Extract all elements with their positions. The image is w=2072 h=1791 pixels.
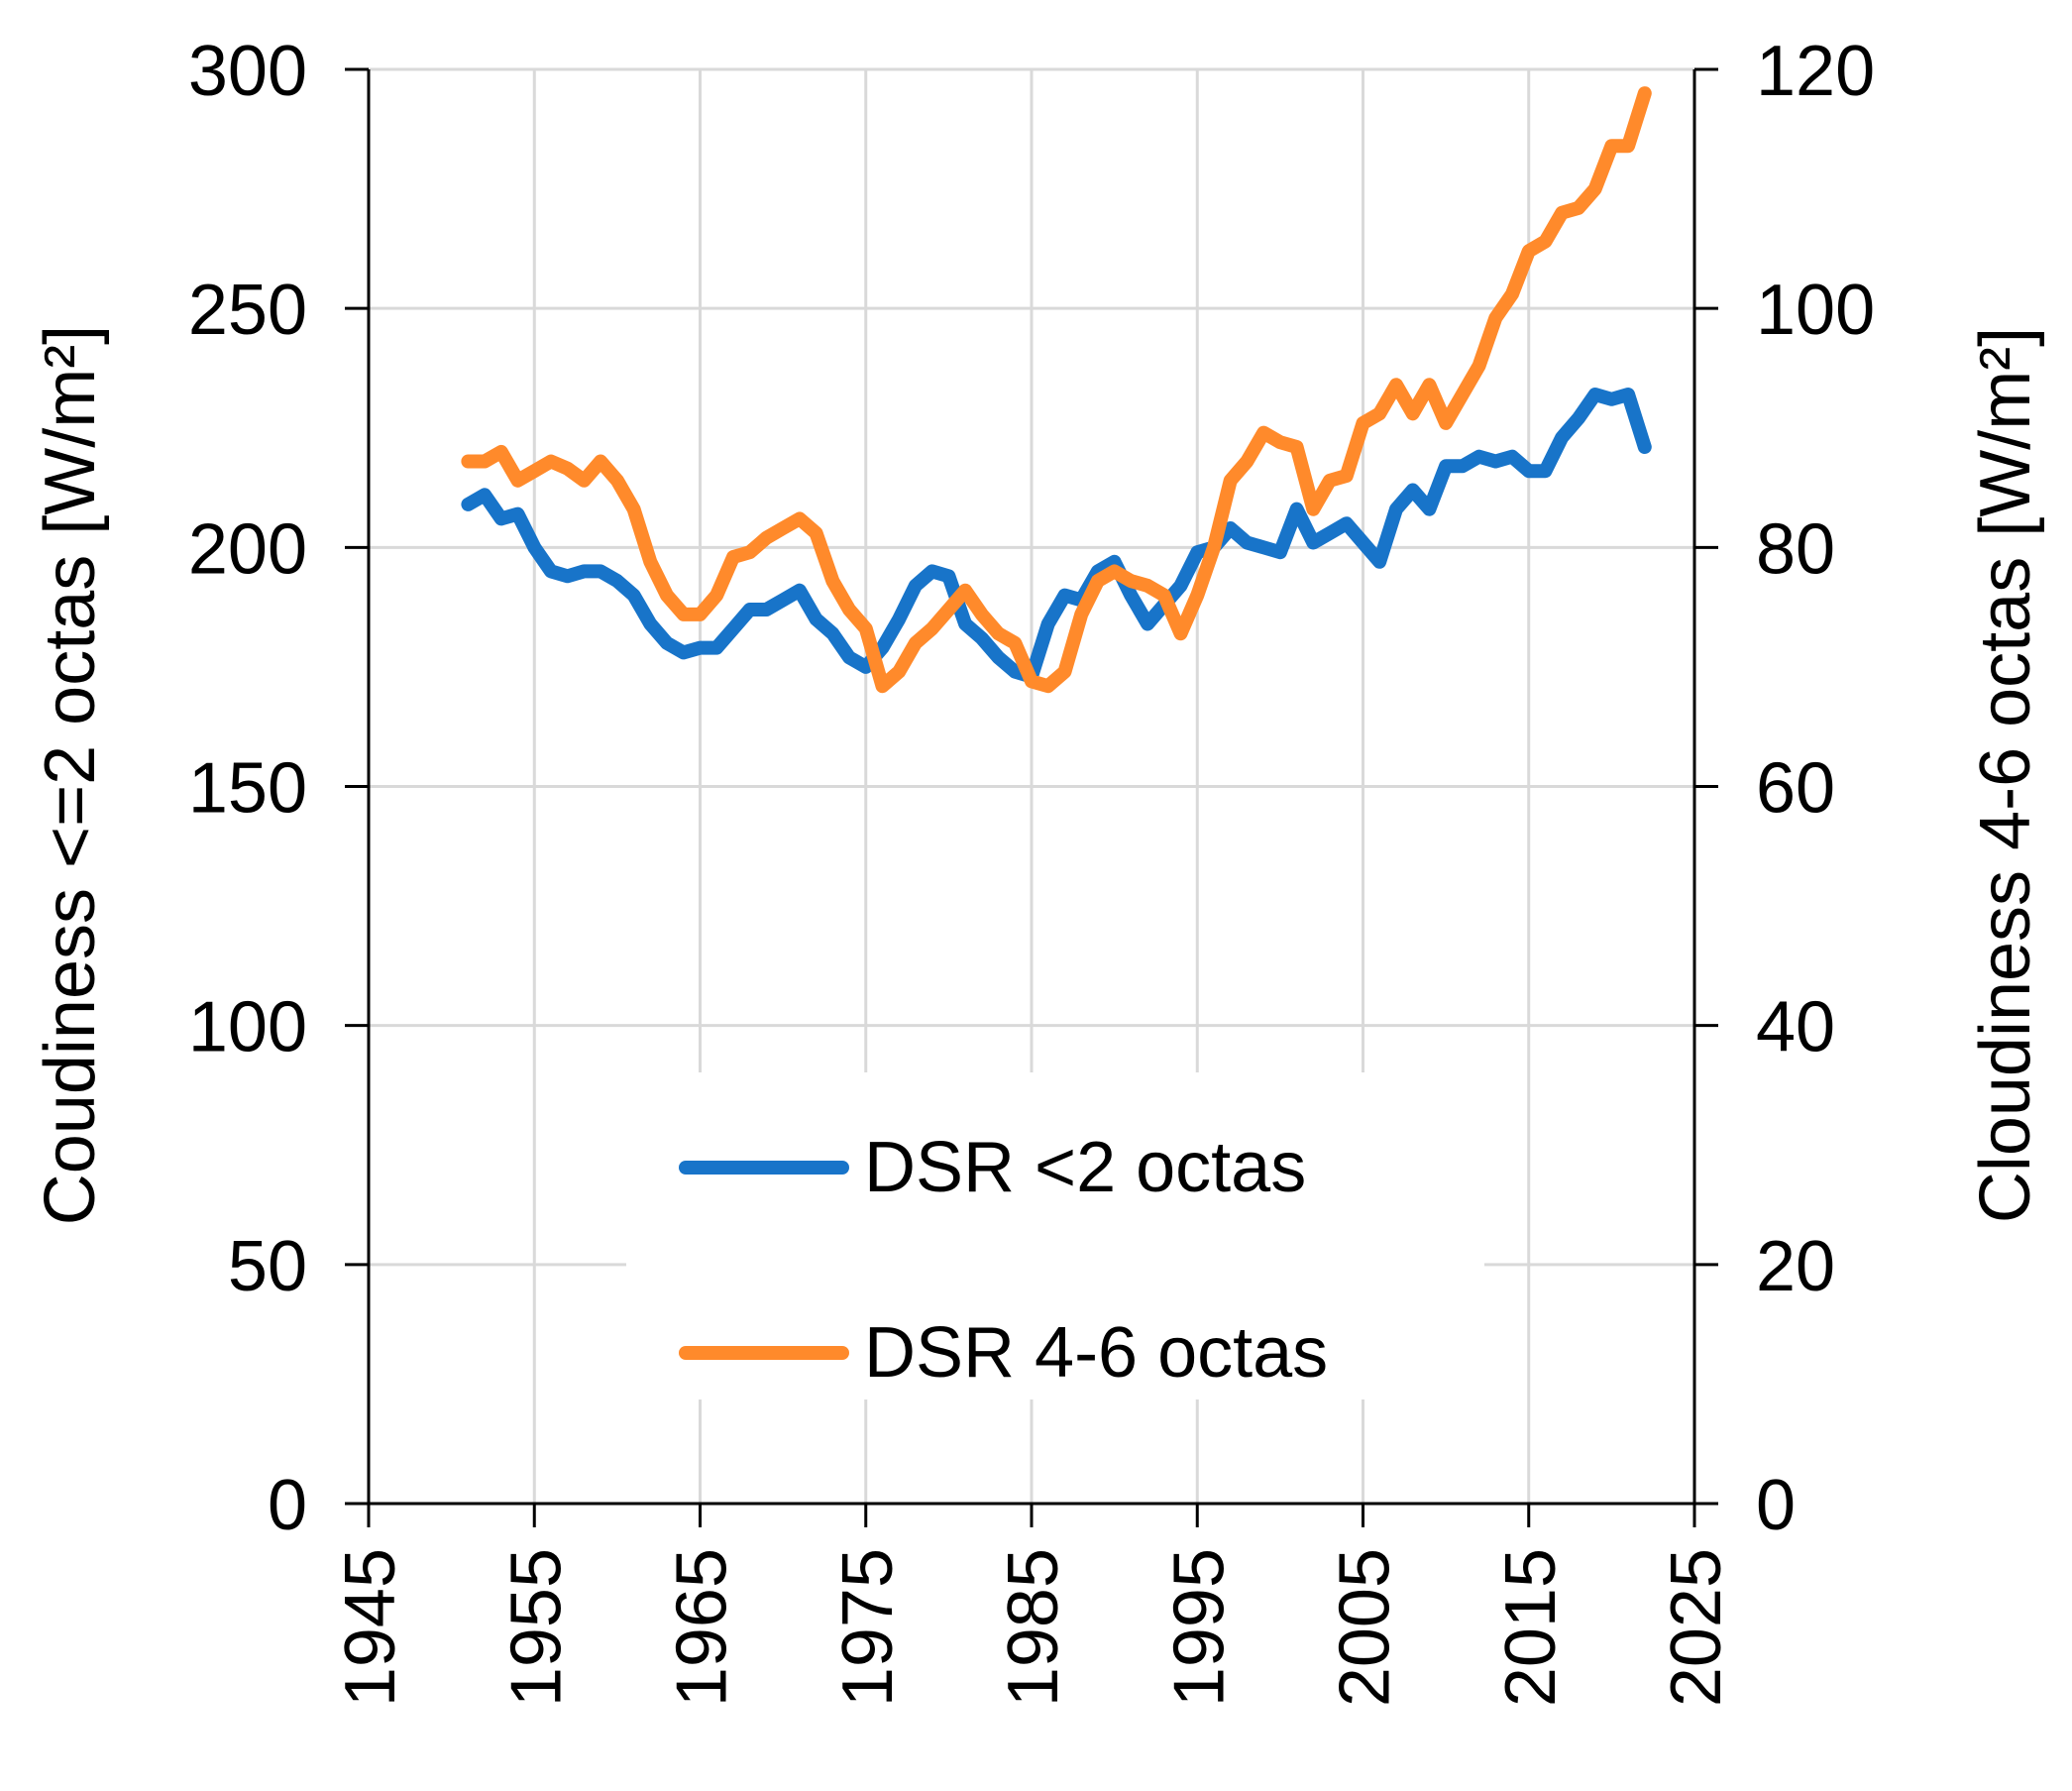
legend-label-dsr-lt2: DSR <2 octas: [864, 1128, 1306, 1207]
x-tick-label-1995: 1995: [1159, 1548, 1239, 1707]
y-tick-label-right-100: 100: [1756, 271, 1875, 350]
y-tick-label-left-100: 100: [188, 988, 307, 1067]
x-tick-label-1965: 1965: [663, 1548, 742, 1707]
x-tick-label-1975: 1975: [828, 1548, 908, 1707]
x-tick-label-2025: 2025: [1657, 1548, 1736, 1707]
y-tick-label-left-0: 0: [268, 1466, 307, 1545]
x-tick-label-1955: 1955: [496, 1548, 576, 1707]
y-axis-title-left: Coudiness <=2 octas [W/m²]: [31, 325, 110, 1225]
legend: DSR <2 octas DSR 4-6 octas: [679, 1128, 1328, 1393]
legend-background: [626, 1072, 1484, 1399]
gridlines: [369, 67, 1694, 1504]
y-tick-label-left-250: 250: [188, 271, 307, 350]
y-tick-label-right-120: 120: [1756, 32, 1875, 111]
y-tick-label-left-150: 150: [188, 749, 307, 829]
y-tick-label-right-80: 80: [1756, 509, 1835, 589]
y-tick-label-left-50: 50: [228, 1227, 307, 1306]
y-tick-label-left-300: 300: [188, 32, 307, 111]
legend-label-dsr-4-6: DSR 4-6 octas: [864, 1313, 1328, 1393]
y-tick-label-right-20: 20: [1756, 1227, 1835, 1306]
y-tick-label-right-0: 0: [1756, 1466, 1796, 1545]
axes: 0 50 100 150 200 250 300 0 20 40 60 80 100 120 1945 195…: [188, 32, 1875, 1707]
series: [461, 86, 1652, 694]
series-line-dsr-lt2-octas: [461, 388, 1652, 684]
x-tick-label-2015: 2015: [1491, 1548, 1571, 1707]
x-tick-label-2005: 2005: [1326, 1548, 1405, 1707]
x-tick-label-1945: 1945: [331, 1548, 410, 1707]
y-tick-label-right-40: 40: [1756, 988, 1835, 1067]
y-tick-label-right-60: 60: [1756, 749, 1835, 829]
series-line-dsr-4-6-octas: [461, 86, 1652, 694]
x-tick-label-1985: 1985: [994, 1548, 1073, 1707]
y-tick-label-left-200: 200: [188, 509, 307, 589]
y-axis-title-right: Cloudiness 4-6 octas [W/m²]: [1966, 327, 2045, 1223]
